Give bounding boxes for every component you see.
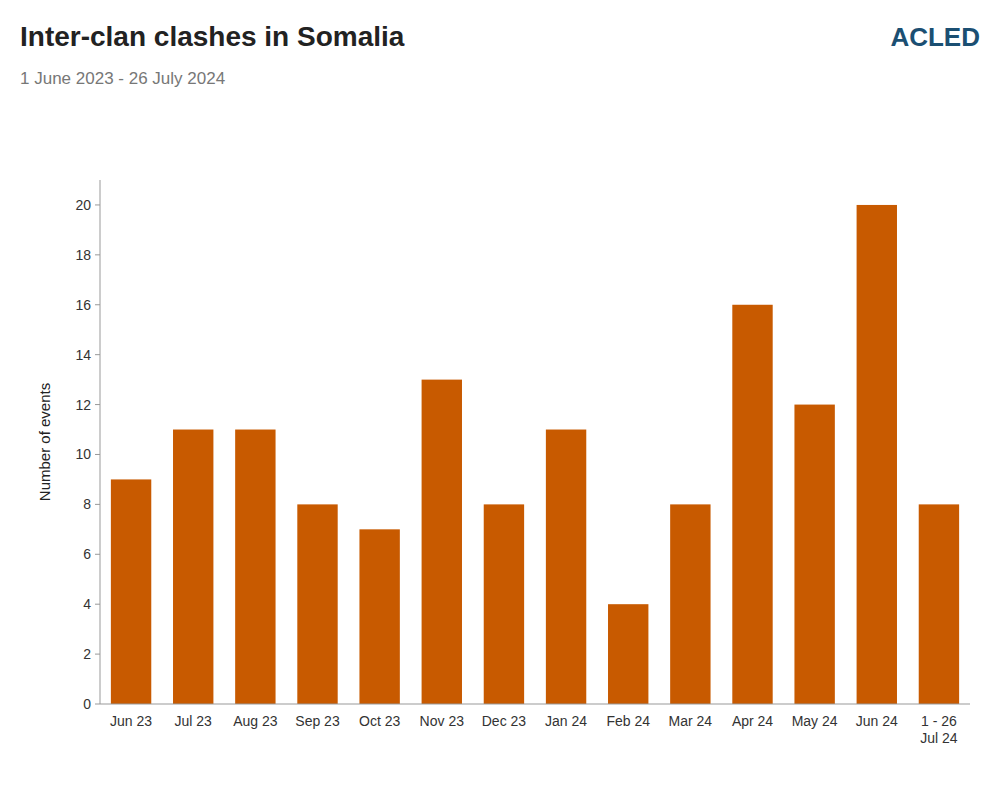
y-tick (95, 604, 100, 605)
x-axis-line (100, 704, 970, 705)
x-tick-label-line: Jul 23 (175, 713, 213, 729)
x-tick-label: Sep 23 (295, 713, 340, 729)
y-tick-label: 10 (75, 446, 91, 462)
chart-container: Inter-clan clashes in Somalia 1 June 2023… (0, 0, 1000, 800)
bar (670, 504, 710, 704)
bars (111, 205, 959, 704)
y-tick (95, 304, 100, 305)
y-tick-label: 4 (83, 596, 91, 612)
plot-area: 0 2 4 6 8 10 12 14 16 18 20 Jun 23 Jul 23 Aug 23 Sep 2… (75, 180, 970, 746)
y-tick (95, 454, 100, 455)
y-tick-label: 18 (75, 247, 91, 263)
bar (297, 504, 337, 704)
bar (732, 305, 772, 704)
x-tick-label: Jun 23 (110, 713, 152, 729)
x-tick-label-line: Jan 24 (545, 713, 587, 729)
x-tick-label: Feb 24 (606, 713, 650, 729)
bar (359, 529, 399, 704)
y-tick (95, 504, 100, 505)
bar (484, 504, 524, 704)
y-tick-label: 12 (75, 397, 91, 413)
x-tick-label: 1 - 26Jul 24 (920, 713, 958, 746)
y-tick-label: 16 (75, 297, 91, 313)
x-tick-label-line: Mar 24 (669, 713, 713, 729)
y-tick (95, 654, 100, 655)
x-tick-label-line: Jun 24 (856, 713, 898, 729)
x-tick-label-line: Jun 23 (110, 713, 152, 729)
bar (422, 380, 462, 704)
x-tick-label-line: May 24 (792, 713, 838, 729)
y-tick-label: 8 (83, 496, 91, 512)
x-tick-label: Nov 23 (420, 713, 465, 729)
y-axis-line (100, 180, 101, 704)
x-tick-label: Mar 24 (669, 713, 713, 729)
annotation: ACLED (890, 22, 980, 52)
x-tick-label-line: Jul 24 (920, 730, 958, 746)
x-tick-label: Jun 24 (856, 713, 898, 729)
y-tick (95, 404, 100, 405)
x-tick-label: Jan 24 (545, 713, 587, 729)
bar (111, 479, 151, 704)
x-tick-label: Dec 23 (482, 713, 527, 729)
y-tick-label: 2 (83, 646, 91, 662)
x-tick-label: Apr 24 (732, 713, 773, 729)
x-tick-label-line: Dec 23 (482, 713, 527, 729)
y-tick (95, 204, 100, 205)
chart: Inter-clan clashes in Somalia 1 June 2023… (0, 0, 1000, 800)
bar (173, 430, 213, 704)
x-tick-label-line: Aug 23 (233, 713, 278, 729)
x-tick-label: May 24 (792, 713, 838, 729)
x-tick-label-line: Feb 24 (606, 713, 650, 729)
x-tick-label: Oct 23 (359, 713, 400, 729)
bar (794, 405, 834, 704)
bar (857, 205, 897, 704)
x-tick-label-line: Sep 23 (295, 713, 340, 729)
x-tick-label-line: Oct 23 (359, 713, 400, 729)
y-tick (95, 354, 100, 355)
bar (919, 504, 959, 704)
x-tick-label-line: Apr 24 (732, 713, 773, 729)
y-tick-label: 20 (75, 197, 91, 213)
x-tick-label-line: Nov 23 (420, 713, 465, 729)
y-tick-label: 6 (83, 546, 91, 562)
x-tick-label: Aug 23 (233, 713, 278, 729)
y-tick (95, 704, 100, 705)
y-tick-label: 0 (83, 696, 91, 712)
subtitle: 1 June 2023 - 26 July 2024 (20, 69, 225, 88)
bar (546, 430, 586, 704)
y-axis-label: Number of events (36, 383, 53, 501)
x-tick-label-line: 1 - 26 (921, 713, 957, 729)
y-tick (95, 254, 100, 255)
x-tick-label: Jul 23 (175, 713, 213, 729)
y-tick-label: 14 (75, 347, 91, 363)
y-tick (95, 554, 100, 555)
title: Inter-clan clashes in Somalia (20, 21, 405, 52)
bar (235, 430, 275, 704)
bar (608, 604, 648, 704)
